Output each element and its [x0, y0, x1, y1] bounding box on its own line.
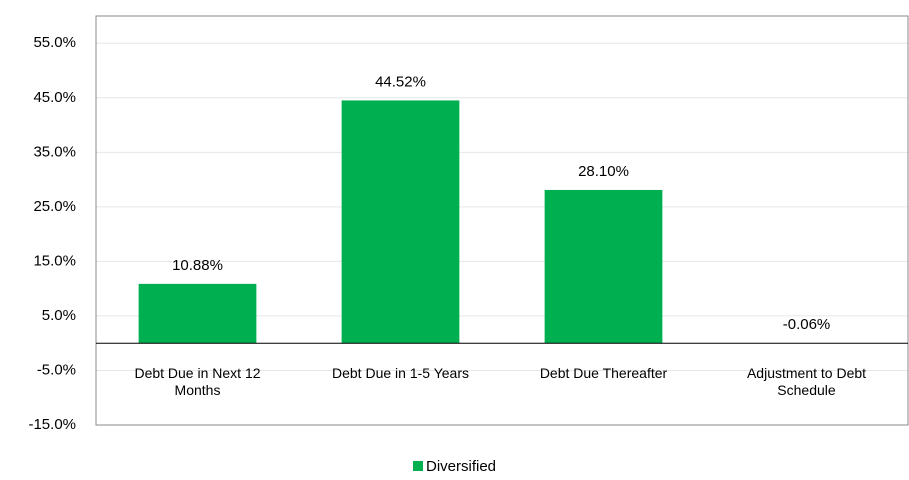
y-tick-label: 5.0%: [42, 307, 76, 324]
x-tick-label: Adjustment to Debt Schedule: [746, 365, 867, 399]
y-tick-label: -15.0%: [28, 416, 76, 433]
x-tick-label: Debt Due in Next 12 Months: [134, 365, 261, 399]
y-tick-label: 25.0%: [33, 198, 76, 215]
y-tick-label: -5.0%: [37, 361, 76, 378]
bar: [341, 100, 460, 344]
bar: [138, 283, 257, 344]
data-label: 10.88%: [172, 257, 223, 274]
data-label: 28.10%: [578, 163, 629, 180]
y-tick-label: 45.0%: [33, 89, 76, 106]
x-tick-label: Debt Due Thereafter: [539, 365, 668, 382]
y-tick-label: 55.0%: [33, 34, 76, 51]
data-label: 44.52%: [375, 73, 426, 90]
y-tick-label: 35.0%: [33, 143, 76, 160]
y-tick-label: 15.0%: [33, 252, 76, 269]
bar: [544, 189, 663, 344]
legend-swatch: [413, 461, 423, 471]
data-label: -0.06%: [783, 316, 831, 333]
plot-border: [95, 15, 909, 426]
x-tick-label: Debt Due in 1-5 Years: [332, 365, 469, 382]
legend-label: Diversified: [426, 458, 496, 475]
